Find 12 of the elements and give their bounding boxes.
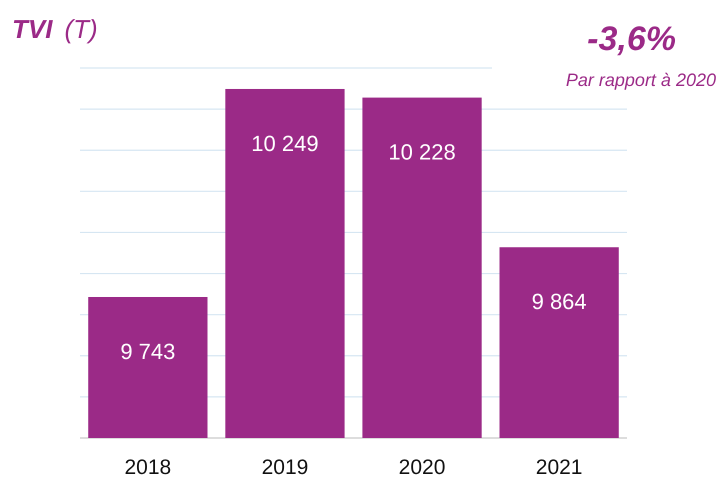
data-label: 10 249 (251, 130, 319, 156)
y-axis-title: (T) (64, 14, 98, 44)
x-tick-label: 2019 (262, 456, 308, 479)
x-tick-label: 2018 (124, 456, 172, 479)
data-label: 10 228 (388, 140, 456, 165)
annotation: Par rapport à 2020 (566, 70, 716, 90)
chart-title: TVI (12, 14, 54, 44)
text: -3,6% (587, 20, 676, 58)
x-tick-label: 2021 (536, 456, 582, 479)
data-label: 9 743 (120, 338, 176, 364)
data-label: 9 864 (532, 289, 587, 314)
x-tick-label: 2020 (398, 456, 446, 479)
